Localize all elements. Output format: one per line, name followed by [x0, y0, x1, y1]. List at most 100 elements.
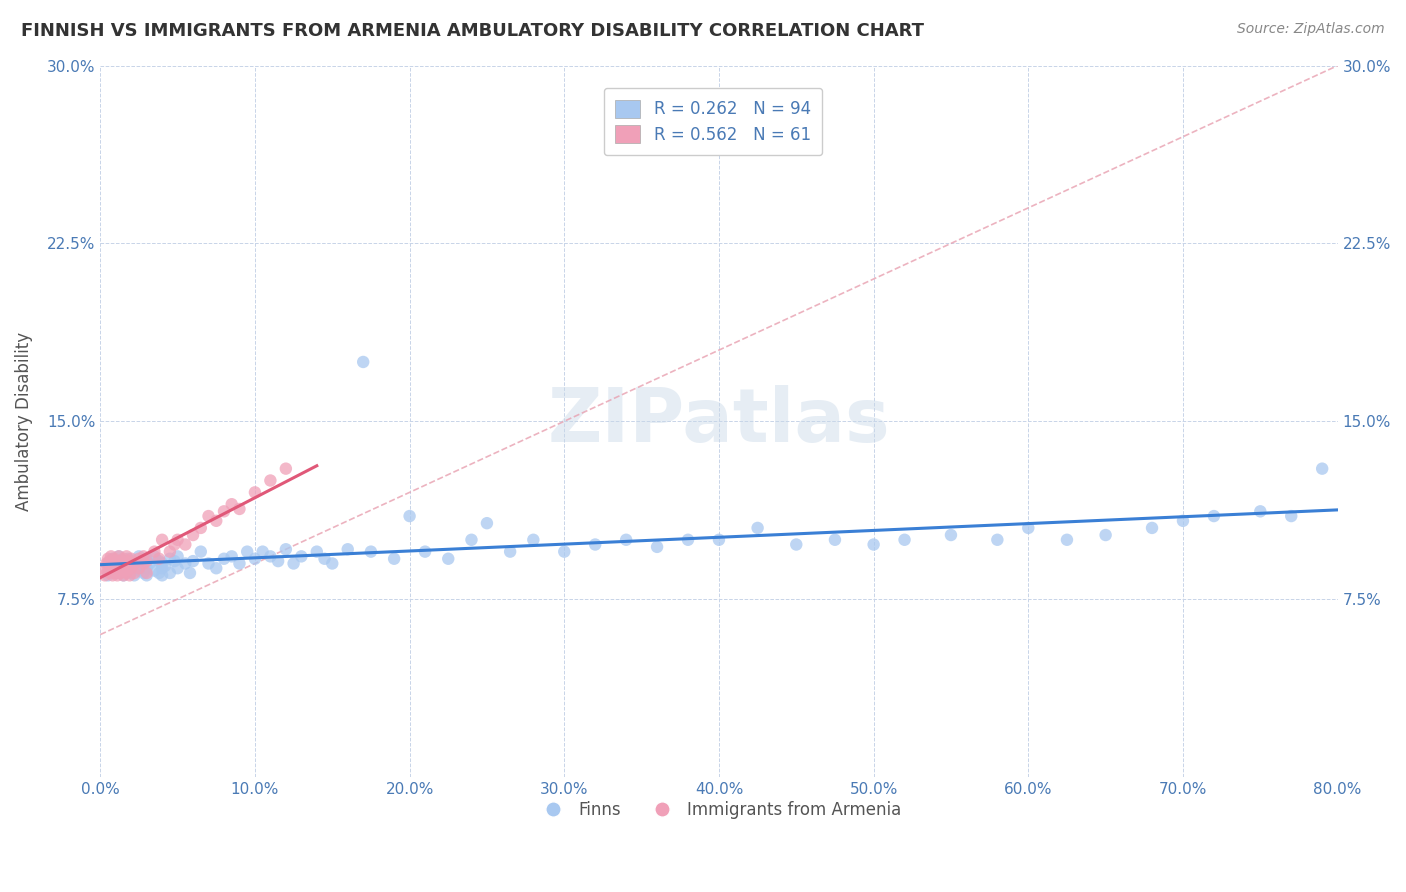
Point: [159, 544, 181, 558]
Point: [1310, 461, 1333, 475]
Point: [645, 540, 668, 554]
Point: [111, 557, 134, 571]
Point: [274, 461, 297, 475]
Point: [132, 549, 155, 564]
Point: [115, 549, 138, 564]
Point: [1249, 504, 1271, 518]
Point: [124, 568, 146, 582]
Point: [128, 558, 150, 573]
Point: [475, 516, 498, 531]
Point: [105, 568, 128, 582]
Point: [1279, 509, 1302, 524]
Point: [103, 551, 125, 566]
Point: [166, 549, 188, 564]
Point: [499, 544, 522, 558]
Point: [228, 557, 250, 571]
Point: [305, 544, 328, 558]
Point: [583, 537, 606, 551]
Point: [135, 551, 157, 566]
Point: [105, 557, 128, 571]
Point: [939, 528, 962, 542]
Point: [190, 544, 212, 558]
Point: [181, 554, 204, 568]
Point: [112, 551, 135, 566]
Point: [243, 485, 266, 500]
Point: [382, 551, 405, 566]
Point: [97, 568, 120, 582]
Point: [110, 554, 132, 568]
Point: [100, 561, 122, 575]
Point: [108, 564, 131, 578]
Point: [135, 566, 157, 580]
Point: [150, 557, 173, 571]
Y-axis label: Ambulatory Disability: Ambulatory Disability: [15, 332, 32, 511]
Point: [101, 561, 124, 575]
Point: [118, 568, 141, 582]
Point: [259, 549, 281, 564]
Point: [120, 561, 142, 575]
Point: [1202, 509, 1225, 524]
Point: [159, 551, 181, 566]
Point: [259, 474, 281, 488]
Point: [112, 557, 135, 571]
Point: [115, 566, 138, 580]
Point: [1140, 521, 1163, 535]
Text: ZIPatlas: ZIPatlas: [547, 384, 890, 458]
Point: [205, 561, 228, 575]
Point: [174, 537, 197, 551]
Point: [437, 551, 460, 566]
Point: [117, 551, 139, 566]
Point: [93, 561, 115, 575]
Point: [108, 564, 131, 578]
Point: [132, 554, 155, 568]
Text: Source: ZipAtlas.com: Source: ZipAtlas.com: [1237, 22, 1385, 37]
Point: [143, 549, 166, 564]
Point: [114, 557, 136, 571]
Point: [120, 551, 142, 566]
Point: [228, 502, 250, 516]
Point: [413, 544, 436, 558]
Point: [128, 551, 150, 566]
Point: [114, 564, 136, 578]
Point: [398, 509, 420, 524]
Point: [352, 355, 374, 369]
Point: [290, 549, 312, 564]
Point: [212, 551, 235, 566]
Point: [120, 561, 142, 575]
Point: [252, 544, 274, 558]
Point: [101, 557, 124, 571]
Point: [314, 551, 336, 566]
Point: [104, 561, 127, 575]
Point: [553, 544, 575, 558]
Point: [132, 557, 155, 571]
Point: [117, 561, 139, 575]
Point: [124, 557, 146, 571]
Point: [150, 533, 173, 547]
Point: [128, 564, 150, 578]
Point: [124, 557, 146, 571]
Point: [104, 566, 127, 580]
Point: [360, 544, 382, 558]
Point: [212, 504, 235, 518]
Point: [1017, 521, 1039, 535]
Point: [174, 557, 197, 571]
Point: [179, 566, 201, 580]
Point: [112, 564, 135, 578]
Point: [148, 554, 170, 568]
Point: [267, 554, 290, 568]
Point: [117, 554, 139, 568]
Point: [893, 533, 915, 547]
Point: [108, 549, 131, 564]
Point: [135, 568, 157, 582]
Point: [100, 549, 122, 564]
Point: [166, 561, 188, 575]
Point: [143, 564, 166, 578]
Point: [108, 549, 131, 564]
Point: [150, 568, 173, 582]
Point: [785, 537, 807, 551]
Point: [163, 554, 186, 568]
Point: [103, 564, 125, 578]
Point: [148, 566, 170, 580]
Point: [118, 557, 141, 571]
Point: [747, 521, 769, 535]
